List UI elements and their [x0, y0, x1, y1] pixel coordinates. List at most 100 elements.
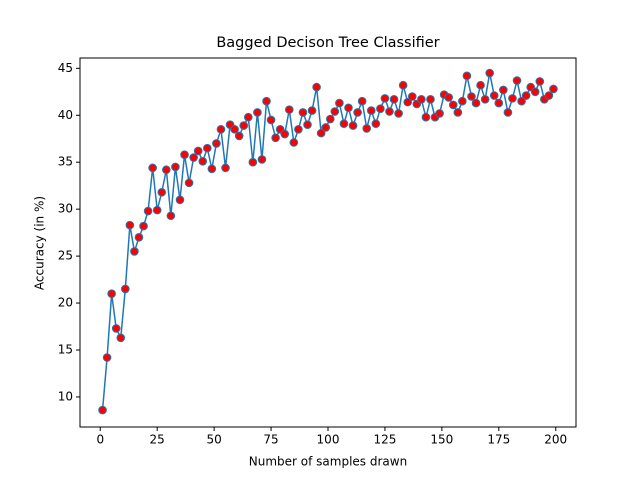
- x-tick-label: 200: [544, 433, 567, 447]
- data-point: [521, 91, 531, 100]
- x-tick-label: 25: [150, 433, 165, 447]
- data-point: [198, 156, 208, 166]
- data-line: [101, 72, 555, 411]
- data-point: [271, 133, 280, 143]
- data-point: [207, 164, 217, 174]
- data-point: [221, 163, 230, 173]
- data-point: [362, 124, 372, 133]
- data-point: [307, 106, 317, 115]
- data-point: [407, 92, 417, 101]
- data-point: [512, 76, 522, 85]
- data-point: [152, 205, 162, 215]
- data-point: [189, 153, 198, 162]
- data-point: [193, 146, 203, 156]
- data-point: [366, 106, 376, 115]
- data-point: [489, 91, 499, 100]
- data-point: [435, 109, 444, 118]
- y-tick-label: 15: [58, 343, 73, 357]
- plot-frame: [79, 57, 577, 428]
- data-point: [480, 95, 490, 104]
- data-point: [353, 108, 362, 117]
- x-tick-label: 0: [96, 433, 104, 447]
- data-point: [503, 108, 513, 117]
- data-point: [476, 80, 485, 90]
- data-point: [357, 96, 367, 106]
- x-tick-label: 100: [317, 433, 340, 447]
- data-point: [549, 84, 558, 94]
- data-point: [234, 131, 244, 141]
- data-point: [203, 143, 212, 153]
- data-point: [148, 163, 157, 173]
- data-point: [284, 105, 294, 114]
- x-tick-label: 175: [487, 433, 510, 447]
- data-point: [403, 97, 413, 107]
- data-point: [417, 95, 426, 104]
- data-point: [389, 95, 399, 104]
- data-point: [330, 107, 340, 116]
- data-point: [212, 139, 221, 148]
- data-point: [262, 96, 271, 106]
- x-tick-label: 150: [430, 433, 453, 447]
- data-point: [421, 112, 431, 122]
- data-point: [248, 157, 258, 167]
- data-point: [121, 284, 130, 294]
- data-point: [162, 165, 171, 175]
- data-point: [303, 120, 312, 129]
- data-point: [230, 125, 239, 134]
- y-tick-label: 25: [58, 249, 73, 263]
- data-point: [253, 108, 262, 117]
- data-point: [535, 77, 545, 86]
- data-point: [398, 80, 408, 90]
- data-point: [376, 104, 385, 114]
- data-point: [216, 125, 226, 134]
- data-point: [98, 405, 107, 415]
- data-point: [130, 247, 139, 256]
- data-point: [339, 119, 349, 129]
- data-point: [107, 289, 116, 298]
- data-point: [134, 233, 144, 242]
- data-point: [348, 121, 358, 130]
- data-point: [462, 71, 472, 81]
- data-point: [257, 155, 267, 164]
- data-point: [344, 103, 353, 113]
- data-point: [125, 220, 135, 230]
- data-point: [471, 98, 481, 108]
- data-point: [239, 121, 249, 130]
- data-point: [280, 129, 290, 139]
- data-point: [116, 333, 126, 343]
- data-point: [312, 82, 321, 92]
- data-point: [157, 187, 167, 197]
- data-point: [385, 107, 394, 116]
- data-point: [166, 211, 176, 221]
- x-tick-label: 50: [206, 433, 221, 447]
- y-tick-label: 45: [58, 61, 73, 75]
- y-tick-label: 30: [58, 202, 73, 216]
- data-point: [494, 98, 504, 108]
- data-point: [380, 94, 390, 103]
- data-point: [143, 206, 153, 216]
- data-point: [426, 95, 435, 104]
- data-point: [171, 162, 180, 172]
- data-point: [266, 115, 276, 125]
- x-tick-label: 75: [263, 433, 278, 447]
- data-point: [394, 109, 403, 118]
- data-point: [325, 114, 335, 124]
- data-point: [467, 92, 476, 101]
- data-point: [444, 93, 453, 102]
- y-tick-label: 35: [58, 155, 73, 169]
- data-point: [371, 119, 381, 129]
- data-point: [517, 96, 526, 106]
- data-point: [458, 96, 467, 106]
- data-point: [321, 123, 331, 132]
- data-point: [499, 85, 508, 95]
- y-axis-label: Accuracy (in %): [33, 196, 47, 290]
- data-point: [485, 68, 494, 78]
- data-point: [335, 98, 344, 108]
- x-tick-label: 125: [373, 433, 396, 447]
- y-tick-label: 10: [58, 389, 73, 403]
- data-point: [294, 125, 303, 134]
- data-point: [139, 221, 148, 231]
- data-point: [448, 100, 458, 110]
- data-point: [111, 324, 121, 333]
- data-point: [102, 353, 112, 362]
